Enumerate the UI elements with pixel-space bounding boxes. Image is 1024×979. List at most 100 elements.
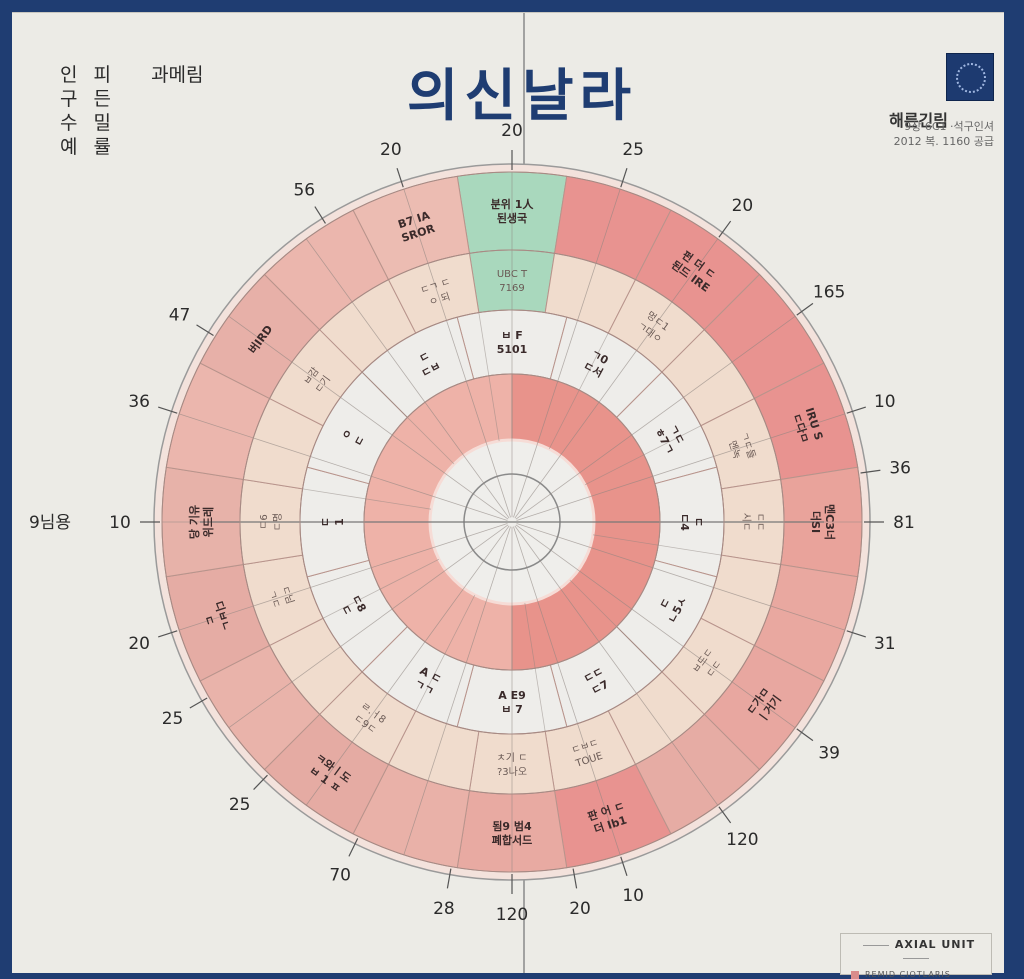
axis-tick [620, 168, 628, 188]
segment-label: ㅂ 7 [501, 703, 523, 716]
radial-spoke [305, 238, 510, 519]
axis-tick [158, 406, 178, 414]
light-segment-label: ㄷㄷ4 [678, 513, 705, 531]
segment-label: 됨9 범4 [492, 819, 532, 833]
page-title: 의신날라 [407, 64, 638, 129]
axis-tick [718, 806, 732, 824]
beige-segment-label: ㅊ기 ㄷ ?3나오 [497, 752, 528, 778]
axis-tick-label: 20 [569, 899, 591, 919]
segment-label: ㄷ [692, 517, 705, 527]
radial-spoke-minor [322, 558, 440, 619]
left-col2-line: 률 [93, 136, 112, 158]
radial-spoke [179, 413, 508, 521]
segment-label: ㄱㄷ [266, 589, 282, 610]
left-col1-line: 구 [60, 88, 78, 110]
left-side-label: 과메림 [151, 64, 204, 86]
axis-tick-label: 36 [128, 392, 150, 412]
axis-tick-label: 120 [726, 830, 758, 850]
segment-label: ㅂ F [501, 329, 522, 342]
segment-label: 1 [333, 518, 346, 526]
segment-label: ㄷ6 [259, 514, 270, 530]
left-col2-line: 피 [93, 64, 112, 86]
logo-emblem-icon [946, 53, 994, 101]
axis-tick [620, 856, 628, 876]
ring-outline [161, 171, 863, 873]
axis-tick [189, 697, 208, 709]
segment-label: 멘C3너 [823, 504, 837, 540]
axis-tick-label: 70 [329, 865, 351, 885]
ring-outline [239, 249, 785, 795]
segment-label: 된생국 [497, 211, 527, 225]
legend-item: REMID CIOTLARIS [851, 970, 991, 979]
left-col1-line: 인 [60, 64, 78, 86]
axis-tick-label: 10 [874, 392, 896, 412]
left-axis-label: 9님용 [29, 513, 71, 533]
axis-tick-label: 56 [293, 181, 315, 201]
axis-tick-label: 165 [813, 283, 845, 303]
radial-spoke-minor [361, 371, 455, 465]
axis-tick-label: 20 [732, 196, 754, 216]
radial-spoke-minor [478, 312, 500, 442]
radial-spoke [513, 189, 621, 518]
axis-tick-label: 28 [433, 899, 455, 919]
segment-label: 분위 1人 [491, 197, 535, 211]
radial-spoke-minor [592, 534, 722, 556]
outer-segment-label: 당 기유 위드레 [187, 505, 215, 539]
radial-spoke-minor [415, 594, 476, 712]
radial-spoke [515, 524, 796, 729]
axis-tick [196, 324, 214, 336]
axis-tick-label: 10 [622, 886, 644, 906]
axis-tick [314, 206, 326, 224]
radial-spoke-minor [548, 332, 609, 450]
axis-tick-label: 20 [501, 121, 523, 141]
legend-item-label: REMID CIOTLARIS [865, 970, 951, 979]
segment-label: ㄷ명 [272, 513, 284, 531]
axis-tick-label: 47 [169, 305, 191, 325]
segment-label: 위드레 [201, 507, 215, 537]
axis-tick-label: 25 [229, 795, 251, 815]
segment-label: 7169 [499, 283, 524, 294]
beige-segment-label: UBC T 7169 [497, 269, 528, 294]
axis-tick [796, 728, 814, 742]
radial-spoke [305, 525, 510, 806]
axis-tick-label: 39 [818, 743, 840, 763]
brand-meta: 9상 6C1 ·석구인셔 2012 복. 1160 공급 [894, 119, 994, 149]
radial-spoke [513, 526, 621, 855]
segment-label: 시ㄷ [740, 513, 752, 531]
axis-tick-label: 31 [874, 634, 896, 654]
left-col1-line: 예 [60, 136, 78, 158]
left-col2-line: 든 [93, 88, 112, 110]
axis-tick [846, 630, 866, 638]
meta-line-1: 9상 6C1 ·석구인셔 [904, 120, 994, 133]
segment-label: ㄷ님 [279, 584, 296, 605]
segment-label: ㄷ4 [678, 513, 691, 531]
radial-spoke [514, 238, 719, 519]
segment-label: ?3나오 [497, 766, 527, 778]
segment-label: ㄷㄷ [754, 513, 765, 531]
left-col2-line: 밀 [93, 112, 112, 134]
legend-swatch-icon [851, 970, 859, 979]
legend-title: AXIAL UNIT [841, 938, 991, 964]
axis-tick-label: 25 [162, 709, 184, 729]
ring-outline [363, 373, 661, 671]
radial-spoke-minor [584, 425, 702, 486]
radial-spoke [516, 523, 845, 631]
segment-label: UBC T [497, 269, 528, 280]
axis-tick-label: 81 [893, 513, 915, 533]
segment-label: ㄷ [319, 517, 332, 527]
segment-label: ㄷ [201, 614, 216, 628]
axis-tick [396, 168, 404, 188]
radial-spoke [516, 413, 845, 521]
radial-spoke [403, 526, 511, 855]
meta-line-2: 2012 복. 1160 공급 [893, 135, 994, 148]
axis-tick [572, 868, 578, 889]
segment-label: ㅊ기 ㄷ [497, 752, 528, 764]
axis-tick-label: 36 [889, 458, 911, 478]
